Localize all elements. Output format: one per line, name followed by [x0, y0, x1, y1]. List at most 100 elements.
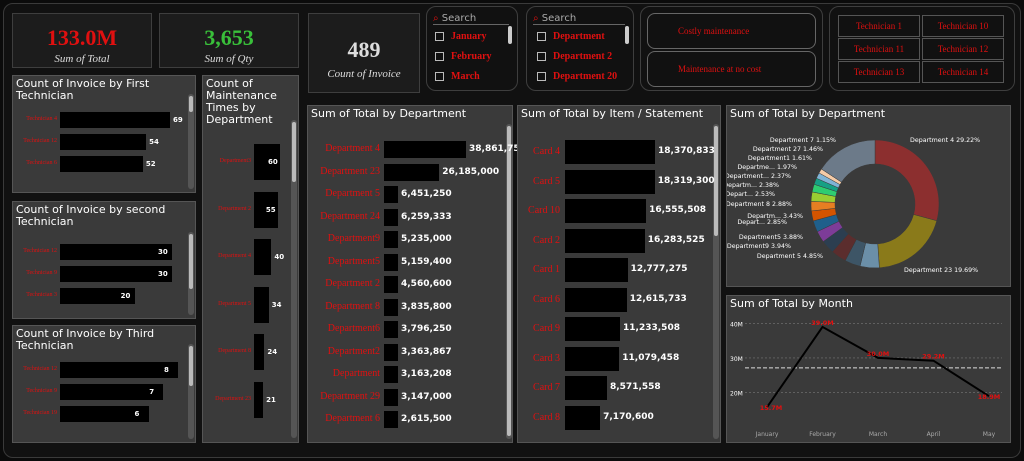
department-scrollbar[interactable]: [625, 26, 629, 44]
technician-button[interactable]: Technician 14: [922, 61, 1004, 83]
bar-row[interactable]: Department 5 34: [203, 286, 298, 323]
scrollbar-thumb[interactable]: [189, 346, 193, 386]
scrollbar[interactable]: [291, 120, 297, 438]
bar[interactable]: [384, 231, 398, 248]
bar-row[interactable]: Department 4 40: [203, 239, 298, 275]
bar[interactable]: [565, 317, 621, 341]
bar-row[interactable]: Department 5 6,451,250: [308, 186, 512, 203]
department-option-1[interactable]: Department 2: [537, 51, 612, 62]
bar[interactable]: [384, 366, 398, 383]
scrollbar-thumb[interactable]: [189, 96, 193, 112]
technician-button[interactable]: Technician 1: [838, 15, 920, 37]
bar[interactable]: [565, 228, 645, 253]
bar-row[interactable]: Card 6 12,615,733: [518, 287, 720, 312]
bar-row[interactable]: Department 6 2,615,500: [308, 411, 512, 428]
bar-row[interactable]: Card 2 16,283,525: [518, 228, 720, 253]
month-scrollbar[interactable]: [508, 26, 512, 44]
bar-row[interactable]: Department 24 6,259,333: [308, 208, 512, 226]
donut-slice[interactable]: [877, 214, 938, 269]
bar-row[interactable]: Card 10 16,555,508: [518, 199, 720, 223]
bar-row[interactable]: Department6 3,796,250: [308, 321, 512, 338]
scrollbar-thumb[interactable]: [189, 234, 193, 289]
checkbox-icon[interactable]: [537, 52, 546, 61]
bar[interactable]: [254, 144, 280, 180]
month-option-2[interactable]: March: [435, 71, 480, 82]
bar-row[interactable]: Department 29 3,147,000: [308, 388, 512, 406]
scrollbar[interactable]: [713, 124, 719, 439]
bar[interactable]: [565, 258, 628, 282]
series-line[interactable]: [766, 325, 990, 408]
bar-row[interactable]: Department3 60: [203, 144, 298, 180]
bar[interactable]: [60, 406, 149, 422]
bar-row[interactable]: Technician 3 20: [13, 288, 195, 304]
bar[interactable]: [384, 298, 398, 316]
checkbox-icon[interactable]: [435, 32, 444, 41]
technician-button[interactable]: Technician 11: [838, 38, 920, 60]
bar[interactable]: [60, 134, 147, 150]
bar[interactable]: [565, 169, 655, 194]
technician-button[interactable]: Technician 13: [838, 61, 920, 83]
bar[interactable]: [254, 286, 269, 323]
bar-row[interactable]: Card 3 11,079,458: [518, 346, 720, 371]
bar[interactable]: [384, 321, 398, 338]
bar[interactable]: [384, 208, 398, 226]
bar[interactable]: [384, 186, 398, 203]
bar-row[interactable]: Technician 12 8: [13, 362, 195, 378]
bar[interactable]: [384, 163, 440, 181]
technician-button[interactable]: Technician 10: [922, 15, 1004, 37]
scrollbar[interactable]: [188, 344, 194, 439]
bar[interactable]: [384, 141, 466, 158]
donut-slice[interactable]: [874, 139, 940, 222]
bar-row[interactable]: Department9 5,235,000: [308, 231, 512, 248]
bar[interactable]: [60, 362, 178, 378]
bar-row[interactable]: Department 8 3,835,800: [308, 298, 512, 316]
month-option-1[interactable]: February: [435, 51, 492, 62]
bar[interactable]: [60, 112, 170, 128]
bar-row[interactable]: Department 23 21: [203, 381, 298, 418]
bar[interactable]: [565, 287, 627, 312]
costly-maintenance-button[interactable]: Costly maintenance: [647, 13, 816, 49]
scrollbar-thumb[interactable]: [714, 126, 718, 236]
department-option-0[interactable]: Department: [537, 31, 605, 42]
bar[interactable]: [60, 244, 172, 260]
technician-button[interactable]: Technician 12: [922, 38, 1004, 60]
bar-row[interactable]: Card 4 18,370,833: [518, 140, 720, 164]
bar-row[interactable]: Card 8 7,170,600: [518, 405, 720, 430]
checkbox-icon[interactable]: [537, 32, 546, 41]
bar[interactable]: [254, 191, 278, 228]
bar[interactable]: [60, 288, 135, 304]
bar-row[interactable]: Department 2 4,560,600: [308, 276, 512, 293]
bar-row[interactable]: Technician 9 7: [13, 384, 195, 400]
bar-row[interactable]: Technician 4 69: [13, 112, 195, 128]
bar[interactable]: [565, 376, 607, 400]
bar-row[interactable]: Department 2 55: [203, 191, 298, 228]
bar[interactable]: [565, 346, 620, 371]
bar[interactable]: [60, 156, 143, 172]
no-cost-maintenance-button[interactable]: Maintenance at no cost: [647, 51, 816, 87]
bar-row[interactable]: Card 9 11,233,508: [518, 317, 720, 341]
bar[interactable]: [60, 384, 164, 400]
bar[interactable]: [565, 199, 647, 223]
scrollbar-thumb[interactable]: [292, 122, 296, 182]
bar-row[interactable]: Department 23 26,185,000: [308, 163, 512, 181]
bar-row[interactable]: Card 5 18,319,300: [518, 169, 720, 194]
bar[interactable]: [254, 239, 272, 275]
checkbox-icon[interactable]: [435, 72, 444, 81]
checkbox-icon[interactable]: [537, 72, 546, 81]
month-search[interactable]: ⌕ Search: [433, 13, 509, 25]
bar[interactable]: [384, 276, 398, 293]
bar-row[interactable]: Technician 9 30: [13, 266, 195, 282]
bar-row[interactable]: Department 4 38,861,758: [308, 141, 526, 158]
bar-row[interactable]: Technician 19 6: [13, 406, 195, 422]
bar-row[interactable]: Department5 5,159,400: [308, 253, 512, 271]
bar[interactable]: [565, 405, 601, 430]
bar[interactable]: [254, 381, 264, 418]
bar[interactable]: [384, 253, 398, 271]
department-option-2[interactable]: Department 20: [537, 71, 617, 82]
bar[interactable]: [384, 343, 398, 361]
scrollbar-thumb[interactable]: [507, 126, 511, 436]
bar[interactable]: [384, 388, 398, 406]
bar-row[interactable]: Card 7 8,571,558: [518, 376, 720, 400]
checkbox-icon[interactable]: [435, 52, 444, 61]
bar-row[interactable]: Technician 12 54: [13, 134, 195, 150]
